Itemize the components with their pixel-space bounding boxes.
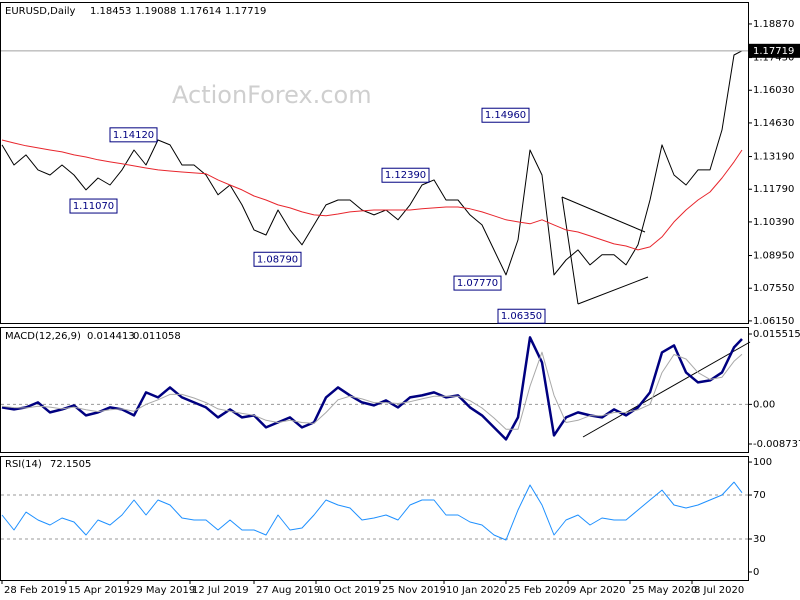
x-tick-label: 28 Feb 2019 [4,585,66,596]
price-annotation: 1.12390 [385,170,426,181]
series-line [1,481,743,541]
trendline [582,341,751,438]
price-annotation: 1.11070 [73,201,114,212]
low-value: 1.17614 [180,6,221,17]
y-tick-label: 1.16030 [753,85,794,96]
price-annotation: 1.06350 [501,311,542,322]
watermark: ActionForex.com [172,81,372,109]
trendline [561,196,646,233]
series-line [1,336,743,441]
price-annotation-box [69,198,118,214]
y-tick-label: 1.10390 [753,217,794,228]
price-annotation: 1.14960 [485,110,526,121]
high-value: 1.19088 [135,6,176,17]
macd-value: 0.014413 [87,331,135,342]
y-tick-label: 1.18870 [753,19,794,30]
price-annotation-box [381,167,430,183]
panel-frame [0,2,749,324]
panel-frame [0,327,749,453]
y-tick-label: 1.17430 [753,53,794,64]
y-tick-label: 1.14630 [753,118,794,129]
panel-frame [0,456,749,581]
x-tick-label: 25 Feb 2020 [508,585,570,596]
price-annotation-box [481,107,530,123]
y-tick-label: 0.015515 [753,329,800,340]
y-tick-label: 100 [753,457,772,468]
x-tick-label: 12 Jul 2019 [192,585,249,596]
current-price-label: 1.17719 [753,46,794,57]
price-annotation: 1.14120 [113,130,154,141]
close-value: 1.17719 [225,6,266,17]
x-tick-label: 25 May 2020 [632,585,697,596]
y-tick-label: -0.008737 [753,439,800,450]
y-tick-label: 0.00 [753,399,775,410]
price-annotation: 1.08790 [257,254,298,265]
x-tick-label: 29 May 2019 [130,585,195,596]
price-annotation-box [453,275,502,291]
y-tick-label: 1.13190 [753,152,794,163]
trendline [577,276,649,305]
current-price-box [749,43,800,58]
y-tick-label: 30 [753,534,766,545]
series-line [1,139,743,251]
x-tick-label: 8 Jul 2020 [694,585,744,596]
price-annotation-box [109,127,158,143]
x-tick-label: 25 Nov 2019 [382,585,446,596]
signal-value: 0.011058 [133,331,181,342]
x-tick-label: 10 Jan 2020 [446,585,506,596]
price-annotation-box [253,251,302,267]
x-tick-label: 10 Oct 2019 [318,585,380,596]
x-tick-label: 15 Apr 2019 [68,585,130,596]
x-tick-label: 9 Apr 2020 [570,585,625,596]
price-annotation: 1.07770 [457,278,498,289]
y-tick-label: 1.08950 [753,251,794,262]
rsi-title: RSI(14) [5,459,42,470]
macd-title: MACD(12,26,9) [5,331,81,342]
open-value: 1.18453 [90,6,131,17]
series-line [1,50,743,276]
price-annotation-box [497,308,546,324]
trendlines [561,196,751,438]
rsi-value: 72.1505 [50,459,91,470]
price-title: EURUSD,Daily [5,6,76,17]
y-tick-label: 1.06150 [753,316,794,327]
y-tick-label: 0 [753,567,759,578]
y-tick-label: 70 [753,490,766,501]
y-tick-label: 1.07550 [753,283,794,294]
series-line [1,351,743,430]
trendline [561,196,579,305]
x-tick-label: 27 Aug 2019 [256,585,320,596]
y-tick-label: 1.11790 [753,184,794,195]
